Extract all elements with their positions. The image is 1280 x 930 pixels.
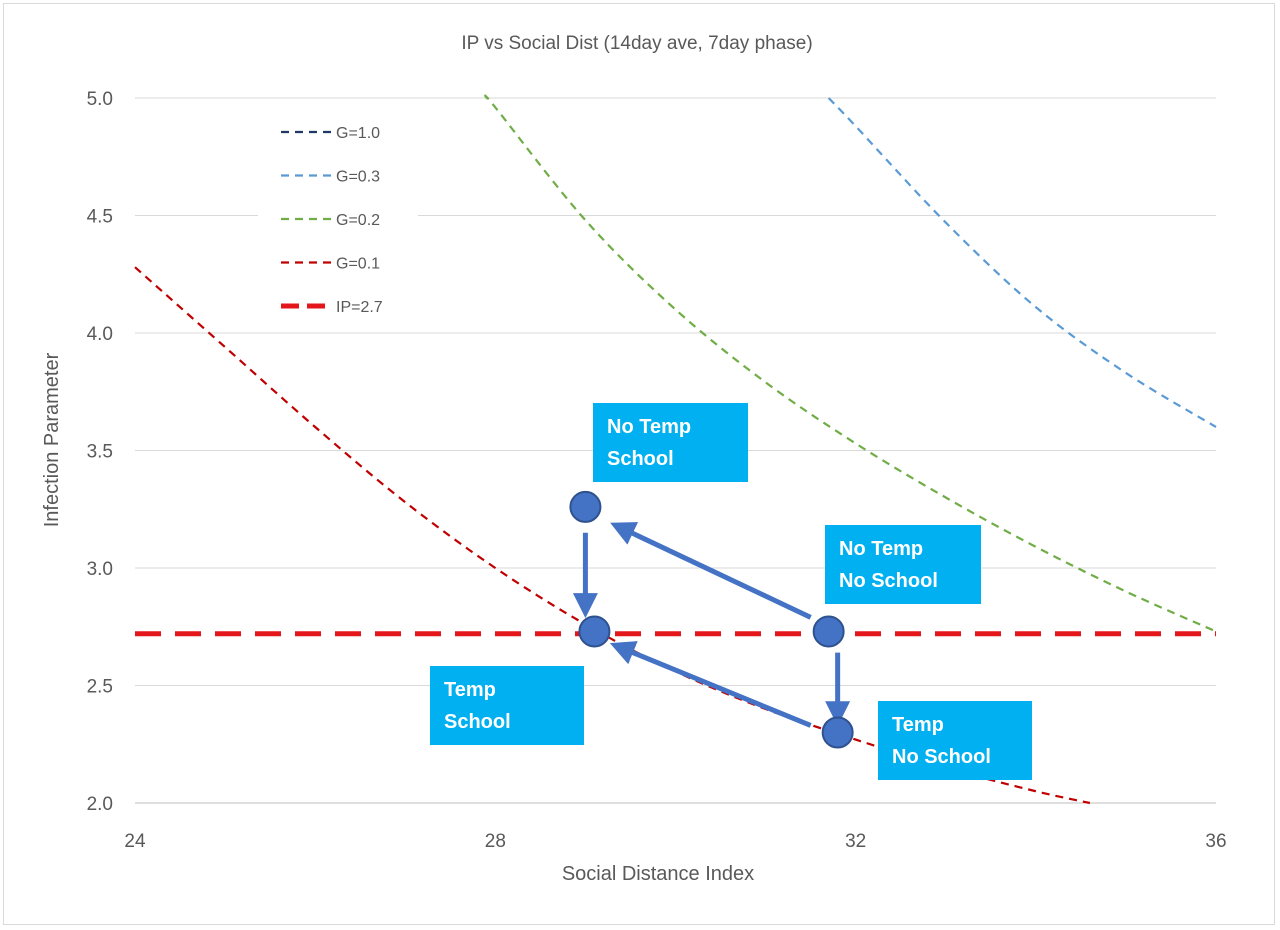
x-tick-label: 24: [124, 831, 146, 852]
legend: G=1.0 G=0.3 G=0.2 G=0.1 IP=2.7: [258, 112, 418, 324]
y-tick-label: 3.0: [87, 559, 113, 580]
transition-arrow: [610, 522, 812, 620]
grid-layer: 2.0 2.5 3.0 3.5 4.0 4.5 5.0 24 28 32 36: [87, 89, 1227, 852]
y-tick-label: 2.5: [87, 677, 113, 698]
point-temp-no-school: [821, 716, 854, 749]
x-tick-label: 32: [845, 831, 866, 852]
legend-label-g-1-0: G=1.0: [336, 125, 380, 142]
legend-label-g-0-3: G=0.3: [336, 169, 380, 186]
callout-box-temp-no-school: [878, 701, 1032, 780]
y-tick-label: 4.5: [87, 207, 113, 228]
y-tick-label: 4.0: [87, 324, 113, 345]
legend-label-ip-2-7: IP=2.7: [336, 299, 383, 316]
callout-label-no-temp-no-school: No School: [839, 570, 938, 592]
point-layer: [569, 490, 854, 749]
legend-label-g-0-2: G=0.2: [336, 212, 380, 229]
legend-label-g-0-1: G=0.1: [336, 256, 380, 273]
callout-label-temp-school: School: [444, 711, 511, 733]
callout-box-no-temp-no-school: [825, 525, 981, 604]
callout-label-temp-no-school: Temp: [892, 714, 944, 736]
callout-label-temp-school: Temp: [444, 679, 496, 701]
callout-label-temp-no-school: No School: [892, 746, 991, 768]
point-no-temp-no-school: [812, 615, 845, 648]
x-tick-label: 36: [1205, 831, 1226, 852]
callout-box-no-temp-school: [593, 403, 748, 482]
series-line-g-0-2: [484, 94, 1217, 633]
y-axis-label: Infection Parameter: [41, 352, 63, 527]
callout-label-no-temp-school: School: [607, 448, 674, 470]
callout-layer: No Temp School No Temp No School Temp School T…: [430, 403, 1032, 780]
point-temp-school: [578, 615, 611, 648]
chart-frame: [3, 3, 1275, 925]
callout-box-temp-school: [430, 666, 584, 745]
callout-label-no-temp-no-school: No Temp: [839, 538, 923, 560]
y-tick-label: 3.5: [87, 442, 113, 463]
y-tick-label: 5.0: [87, 89, 113, 110]
x-axis-label: Social Distance Index: [562, 863, 754, 885]
y-tick-label: 2.0: [87, 794, 113, 815]
series-line-g-0-3: [827, 97, 1217, 428]
transition-arrow: [609, 641, 812, 728]
arrow-layer: [572, 522, 851, 728]
callout-label-no-temp-school: No Temp: [607, 416, 691, 438]
point-no-temp-school: [569, 490, 602, 523]
chart-title: IP vs Social Dist (14day ave, 7day phase…: [461, 33, 812, 54]
x-tick-label: 28: [485, 831, 506, 852]
